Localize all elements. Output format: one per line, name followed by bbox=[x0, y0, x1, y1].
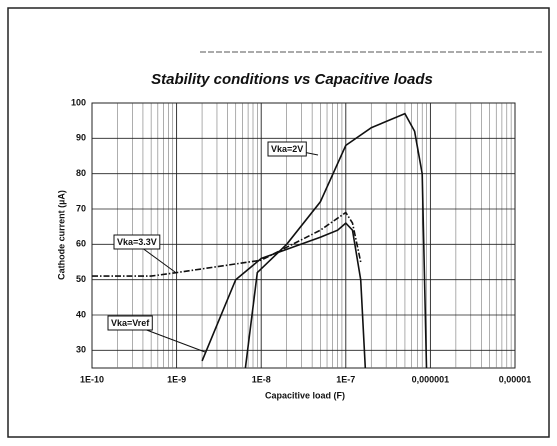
annotation-label: Vka=Vref bbox=[111, 318, 150, 328]
series-line bbox=[244, 112, 428, 369]
series-line bbox=[201, 221, 367, 369]
y-tick-label: 80 bbox=[76, 168, 86, 178]
y-tick-label: 70 bbox=[76, 203, 86, 213]
annotation-box bbox=[113, 234, 161, 250]
chart-title: Stability conditions vs Capacitive loads bbox=[151, 71, 433, 88]
x-tick-label: 1E-9 bbox=[167, 374, 186, 384]
x-tick-label: 1E-8 bbox=[252, 374, 271, 384]
x-tick-label: 0,00001 bbox=[499, 374, 532, 384]
x-tick-label: 1E-10 bbox=[80, 374, 104, 384]
y-tick-label: 30 bbox=[76, 345, 86, 355]
frame bbox=[7, 7, 550, 438]
y-tick-label: 90 bbox=[76, 133, 86, 143]
y-tick-label: 40 bbox=[76, 309, 86, 319]
x-axis-label: Capacitive load (F) bbox=[265, 390, 345, 400]
series-line bbox=[92, 211, 362, 277]
annotation-label: Vka=3.3V bbox=[117, 237, 157, 247]
y-axis-label: Cathode current (µA) bbox=[56, 190, 66, 280]
annotation-box bbox=[107, 315, 153, 331]
x-tick-label: 1E-7 bbox=[336, 374, 355, 384]
annotation-label: Vka=2V bbox=[271, 144, 303, 154]
y-tick-label: 60 bbox=[76, 239, 86, 249]
x-tick-label: 0,000001 bbox=[412, 374, 450, 384]
y-tick-label: 100 bbox=[71, 97, 86, 107]
annotation-box bbox=[267, 141, 307, 157]
y-tick-label: 50 bbox=[76, 274, 86, 284]
